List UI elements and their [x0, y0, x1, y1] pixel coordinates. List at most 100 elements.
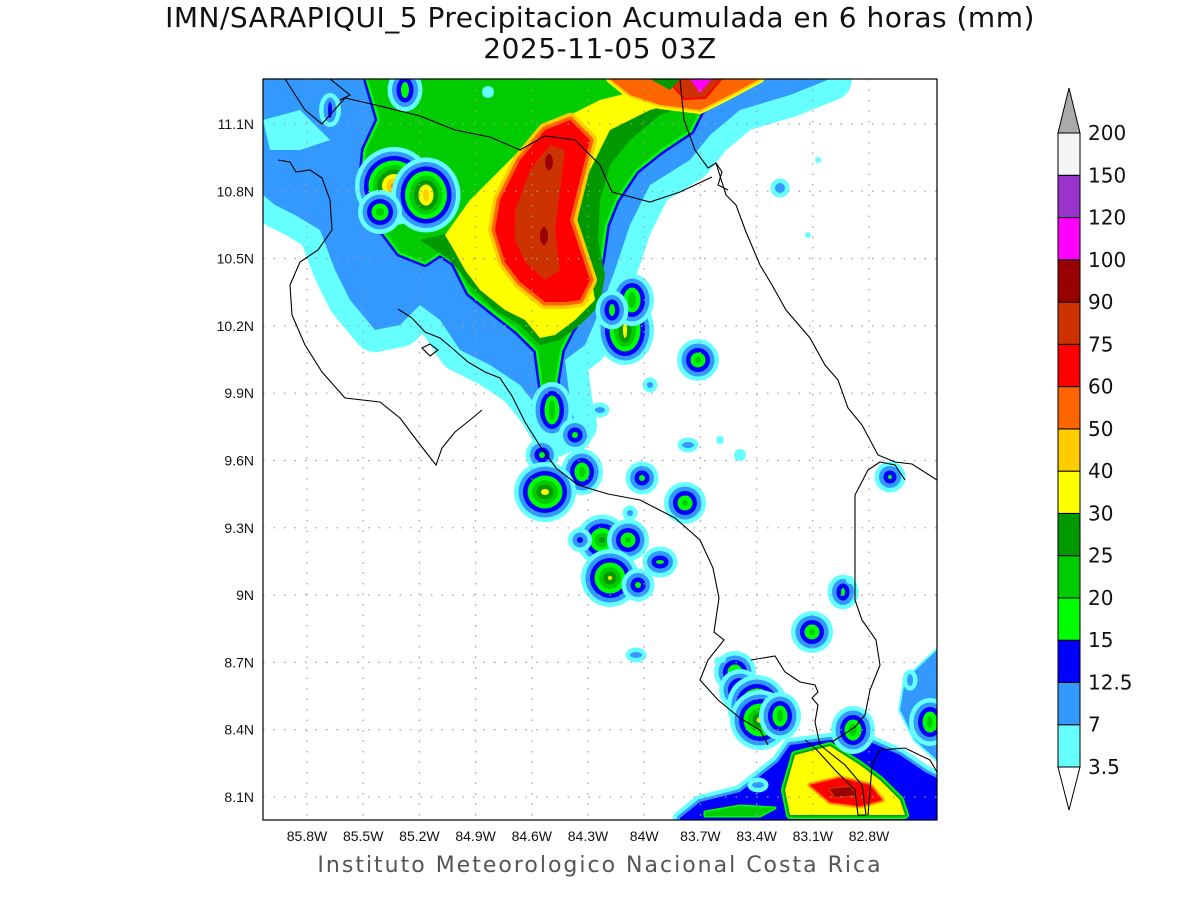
- nicaragua-border: [284, 79, 713, 203]
- lon-tick-label: 84.9W: [455, 828, 496, 844]
- rain-cell: [577, 537, 583, 543]
- rain-cell: [625, 537, 631, 543]
- colorbar-swatch: [1057, 639, 1081, 683]
- lat-tick-label: 9N: [236, 587, 254, 603]
- colorbar-label: 120: [1088, 206, 1126, 230]
- lat-tick-label: 8.4N: [224, 722, 254, 738]
- lat-tick-label: 10.2N: [217, 318, 254, 334]
- colorbar-label: 25: [1088, 544, 1113, 568]
- rain-cell: [734, 449, 746, 461]
- colorbar-swatch: [1057, 174, 1081, 219]
- colorbar-swatch: [1057, 259, 1081, 303]
- lat-tick-label: 9.3N: [224, 520, 254, 536]
- colorbar-label: 150: [1088, 163, 1126, 187]
- rain-cell: [639, 475, 645, 481]
- rain-cell: [623, 322, 627, 338]
- rain-area-northwest: [263, 110, 330, 150]
- osa-peninsula: [750, 655, 867, 816]
- colorbar-swatch: [1057, 132, 1081, 176]
- rain-cell: [815, 157, 821, 163]
- axis-ticks: 85.8W 85.5W 85.2W 84.9W 84.6W 84.3W 84W 83.7W 83…: [217, 116, 890, 844]
- rain-cell: [809, 629, 815, 635]
- colorbar-label: 15: [1088, 628, 1113, 652]
- rain-cell: [401, 82, 409, 98]
- lon-tick-label: 83.1W: [793, 828, 834, 844]
- pacific-coast-nicoya: [277, 159, 483, 467]
- rain-area-south: [705, 806, 775, 816]
- rain-area-north-core: [515, 145, 565, 280]
- rain-cell: [927, 716, 933, 728]
- colorbar-label: 75: [1088, 332, 1113, 356]
- title-line-1: IMN/SARAPIQUI_5 Precipitacion Acumulada …: [165, 1, 1035, 34]
- colorbar-swatch: [1057, 597, 1081, 641]
- lon-tick-label: 84.3W: [568, 828, 609, 844]
- rain-cell: [635, 582, 641, 588]
- lon-tick-label: 84W: [630, 828, 660, 844]
- lon-tick-label: 83.7W: [680, 828, 721, 844]
- lon-tick-label: 85.2W: [399, 828, 440, 844]
- colorbar-label: 7: [1088, 713, 1101, 737]
- rain-cell: [572, 432, 578, 438]
- colorbar-swatch: [1057, 217, 1081, 261]
- map-frame: [262, 78, 938, 821]
- rain-cell: [841, 588, 845, 596]
- colorbar-label: 12.5: [1088, 670, 1133, 694]
- colorbar-swatch: [1057, 301, 1081, 345]
- gridlines: [263, 79, 937, 820]
- rain-cell: [714, 657, 726, 663]
- lon-tick-label: 82.8W: [849, 828, 890, 844]
- gulf-of-nicoya-coast: [397, 308, 769, 746]
- lon-tick-label: 84.6W: [512, 828, 553, 844]
- rain-cell: [599, 537, 605, 543]
- nicaragua-pacific-coast: [329, 79, 352, 101]
- rain-cell: [541, 489, 549, 495]
- rain-cell: [549, 400, 555, 420]
- lat-tick-label: 11.1N: [218, 116, 254, 132]
- colorbar-swatch: [1057, 470, 1081, 514]
- colorbar-swatch: [1057, 512, 1081, 557]
- colorbar-label: 90: [1088, 290, 1113, 314]
- rain-cell: [545, 154, 553, 170]
- colorbar-label: 3.5: [1088, 755, 1120, 779]
- rain-cell: [805, 232, 811, 238]
- lon-tick-label: 85.8W: [287, 828, 328, 844]
- lat-tick-label: 10.8N: [217, 183, 254, 199]
- colorbar-swatch: [1057, 724, 1081, 768]
- coastlines: [277, 79, 937, 816]
- panama-pacific-coast: [867, 747, 937, 816]
- rain-cell: [682, 500, 688, 506]
- rain-cell: [482, 86, 494, 98]
- colorbar-label: 40: [1088, 459, 1113, 483]
- rain-cell: [627, 510, 633, 516]
- rain-cell: [539, 452, 545, 458]
- caribbean-coast: [715, 162, 937, 481]
- rain-cell: [579, 467, 585, 477]
- rain-cell: [846, 576, 854, 584]
- rain-cell: [888, 475, 892, 479]
- colorbar-label: 30: [1088, 501, 1113, 525]
- rain-cell: [628, 292, 636, 308]
- rain-cell: [656, 560, 664, 564]
- colorbar-swatch: [1057, 681, 1081, 726]
- colorbar-swatch: [1057, 343, 1081, 388]
- rain-cell: [777, 710, 783, 722]
- chira-island: [421, 343, 439, 357]
- lon-tick-label: 85.5W: [343, 828, 384, 844]
- panama-border: [831, 461, 906, 743]
- rain-cell: [752, 782, 764, 788]
- rain-cell: [423, 189, 429, 201]
- lat-tick-label: 10.5N: [217, 251, 254, 267]
- colorbar-label: 60: [1088, 375, 1113, 399]
- credit-text: Instituto Meteorologico Nacional Costa R…: [317, 853, 883, 878]
- rain-cell: [608, 576, 612, 580]
- rain-area-northeast: [690, 79, 712, 93]
- rain-cell: [630, 652, 642, 658]
- colorbar-label: 200: [1088, 121, 1126, 145]
- colorbar-label: 100: [1088, 248, 1126, 272]
- rain-cell: [682, 442, 694, 448]
- lon-tick-label: 83.4W: [736, 828, 777, 844]
- rain-cell: [376, 208, 384, 216]
- lat-tick-label: 9.6N: [224, 453, 254, 469]
- colorbar-label: 20: [1088, 586, 1113, 610]
- rain-cell: [775, 183, 785, 193]
